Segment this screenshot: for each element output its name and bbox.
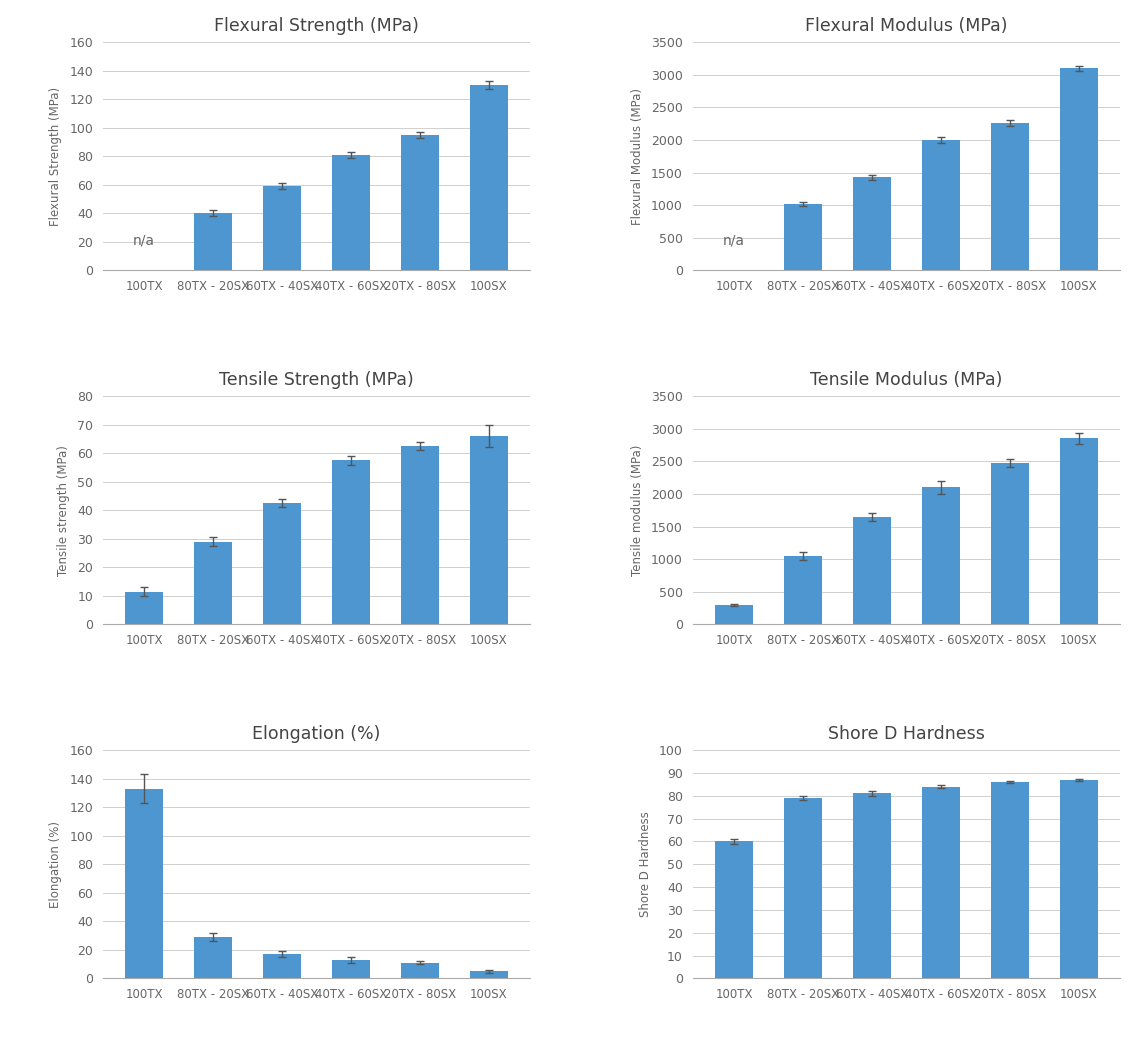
- Y-axis label: Flexural Modulus (MPa): Flexural Modulus (MPa): [631, 87, 645, 225]
- Bar: [784, 798, 822, 978]
- Title: Elongation (%): Elongation (%): [253, 725, 381, 743]
- Bar: [922, 140, 960, 270]
- Bar: [263, 954, 301, 978]
- Bar: [716, 605, 753, 625]
- Y-axis label: Tensile modulus (MPa): Tensile modulus (MPa): [631, 445, 645, 575]
- Bar: [922, 787, 960, 978]
- Y-axis label: Flexural Strength (MPa): Flexural Strength (MPa): [49, 86, 63, 226]
- Y-axis label: Elongation (%): Elongation (%): [49, 821, 63, 908]
- Bar: [401, 135, 439, 270]
- Y-axis label: Tensile strength (MPa): Tensile strength (MPa): [57, 445, 70, 575]
- Bar: [194, 214, 232, 270]
- Bar: [470, 85, 507, 270]
- Bar: [784, 555, 822, 625]
- Bar: [126, 789, 163, 978]
- Y-axis label: Shore D Hardness: Shore D Hardness: [639, 811, 653, 917]
- Bar: [126, 591, 163, 625]
- Bar: [991, 123, 1029, 270]
- Bar: [853, 517, 890, 625]
- Bar: [401, 963, 439, 978]
- Bar: [401, 446, 439, 625]
- Bar: [1060, 439, 1097, 625]
- Bar: [333, 155, 370, 270]
- Bar: [333, 959, 370, 978]
- Bar: [784, 204, 822, 270]
- Bar: [263, 503, 301, 625]
- Bar: [470, 436, 507, 625]
- Title: Tensile Modulus (MPa): Tensile Modulus (MPa): [810, 371, 1002, 389]
- Bar: [1060, 780, 1097, 978]
- Text: n/a: n/a: [134, 234, 155, 247]
- Title: Shore D Hardness: Shore D Hardness: [828, 725, 985, 743]
- Text: n/a: n/a: [724, 234, 745, 247]
- Bar: [991, 463, 1029, 625]
- Bar: [194, 542, 232, 625]
- Bar: [853, 793, 890, 978]
- Bar: [194, 937, 232, 978]
- Bar: [1060, 68, 1097, 270]
- Title: Flexural Modulus (MPa): Flexural Modulus (MPa): [805, 17, 1008, 35]
- Bar: [922, 487, 960, 625]
- Bar: [263, 186, 301, 270]
- Bar: [333, 461, 370, 625]
- Bar: [716, 842, 753, 978]
- Bar: [991, 782, 1029, 978]
- Title: Flexural Strength (MPa): Flexural Strength (MPa): [214, 17, 419, 35]
- Title: Tensile Strength (MPa): Tensile Strength (MPa): [219, 371, 414, 389]
- Bar: [853, 177, 890, 270]
- Bar: [470, 971, 507, 978]
